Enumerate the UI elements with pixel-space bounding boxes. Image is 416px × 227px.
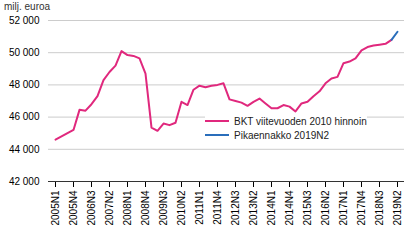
svg-text:2011N1: 2011N1 <box>194 190 205 225</box>
svg-text:2011N4: 2011N4 <box>212 190 223 225</box>
svg-text:2017N1: 2017N1 <box>338 190 349 225</box>
html-text:BKT viitevuoden 2010 hinnoin: BKT viitevuoden 2010 hinnoin <box>234 115 367 127</box>
svg-text:42 000: 42 000 <box>9 176 40 187</box>
svg-text:46 000: 46 000 <box>9 111 40 122</box>
svg-text:2005N1: 2005N1 <box>50 190 61 225</box>
svg-text:2008N4: 2008N4 <box>140 190 151 225</box>
svg-text:50 000: 50 000 <box>9 47 40 58</box>
svg-text:2007N2: 2007N2 <box>104 190 115 225</box>
svg-text:2006N3: 2006N3 <box>86 190 97 225</box>
svg-text:2013N2: 2013N2 <box>248 190 259 225</box>
svg-text:2014N4: 2014N4 <box>284 190 295 225</box>
svg-text:2017N4: 2017N4 <box>356 190 367 225</box>
svg-text:44 000: 44 000 <box>9 144 40 155</box>
svg-text:2010N2: 2010N2 <box>176 190 187 225</box>
svg-text:2014N1: 2014N1 <box>266 190 277 225</box>
html-text:Pikaennakko 2019N2: Pikaennakko 2019N2 <box>234 129 330 141</box>
html-text:milj. euroa: milj. euroa <box>4 1 51 12</box>
svg-text:2018N3: 2018N3 <box>374 190 385 225</box>
svg-text:2005N4: 2005N4 <box>68 190 79 225</box>
svg-text:2008N1: 2008N1 <box>122 190 133 225</box>
svg-text:2012N3: 2012N3 <box>230 190 241 225</box>
svg-text:2016N2: 2016N2 <box>320 190 331 225</box>
svg-text:2019N2: 2019N2 <box>392 190 403 225</box>
svg-text:2015N3: 2015N3 <box>302 190 313 225</box>
svg-text:2009N3: 2009N3 <box>158 190 169 225</box>
svg-text:48 000: 48 000 <box>9 79 40 90</box>
svg-text:52 000: 52 000 <box>9 15 40 26</box>
